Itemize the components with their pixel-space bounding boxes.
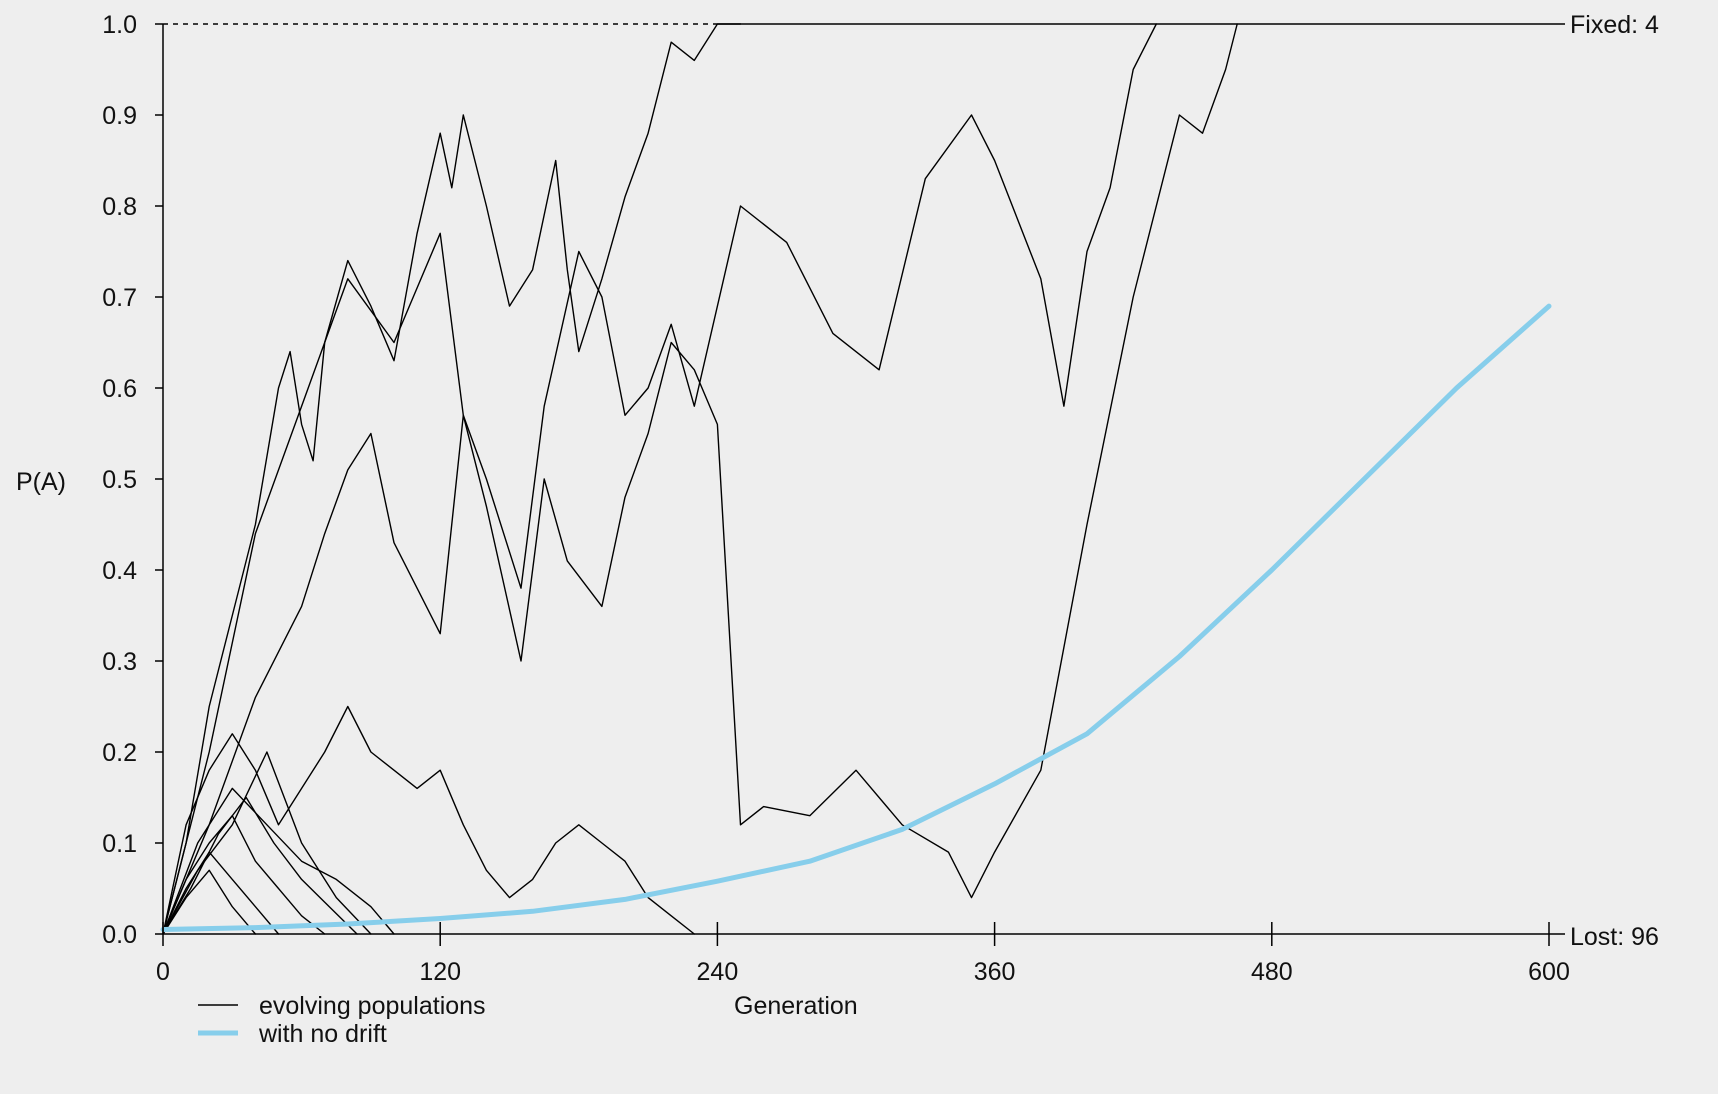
y-tick-label: 0.4 [102, 557, 137, 585]
population-line-5 [162, 787, 395, 935]
population-line-4 [162, 705, 695, 935]
legend-label: evolving populations [259, 992, 486, 1020]
x-tick-label: 120 [419, 958, 461, 986]
population-line-3 [162, 23, 1238, 935]
lost-count-label: Lost: 96 [1570, 923, 1659, 951]
y-axis-label: P(A) [16, 468, 66, 496]
x-axis-label: Generation [734, 992, 858, 1020]
population-line-10 [162, 796, 358, 935]
axes: 0.0 0.1 0.2 0.3 0.4 0.5 0.6 0.7 0.8 0.9 1.0 0 120 240… [102, 11, 1570, 986]
population-line-6 [162, 815, 326, 935]
legend-label: with no drift [258, 1020, 387, 1048]
y-tick-label: 0.5 [102, 466, 137, 494]
x-tick-label: 480 [1251, 958, 1293, 986]
x-tick-label: 240 [697, 958, 739, 986]
x-tick-label: 360 [974, 958, 1016, 986]
y-tick-label: 0.9 [102, 102, 137, 130]
y-tick-label: 1.0 [102, 11, 137, 39]
y-tick-label: 0.8 [102, 193, 137, 221]
y-tick-label: 0.6 [102, 375, 137, 403]
x-tick-label: 0 [156, 958, 170, 986]
population-line-2 [162, 23, 1158, 935]
no-drift-line [160, 303, 1552, 932]
x-tick-label: 600 [1528, 958, 1570, 986]
y-tick-label: 0.0 [102, 921, 137, 949]
y-tick-label: 0.1 [102, 830, 137, 858]
population-line-7 [162, 851, 280, 935]
y-tick-label: 0.3 [102, 648, 137, 676]
y-tick-label: 0.2 [102, 739, 137, 767]
population-line-1 [162, 23, 742, 935]
y-tick-label: 0.7 [102, 284, 137, 312]
plot-area [160, 23, 1552, 935]
population-line-8 [162, 751, 372, 935]
fixed-count-label: Fixed: 4 [1570, 11, 1659, 39]
